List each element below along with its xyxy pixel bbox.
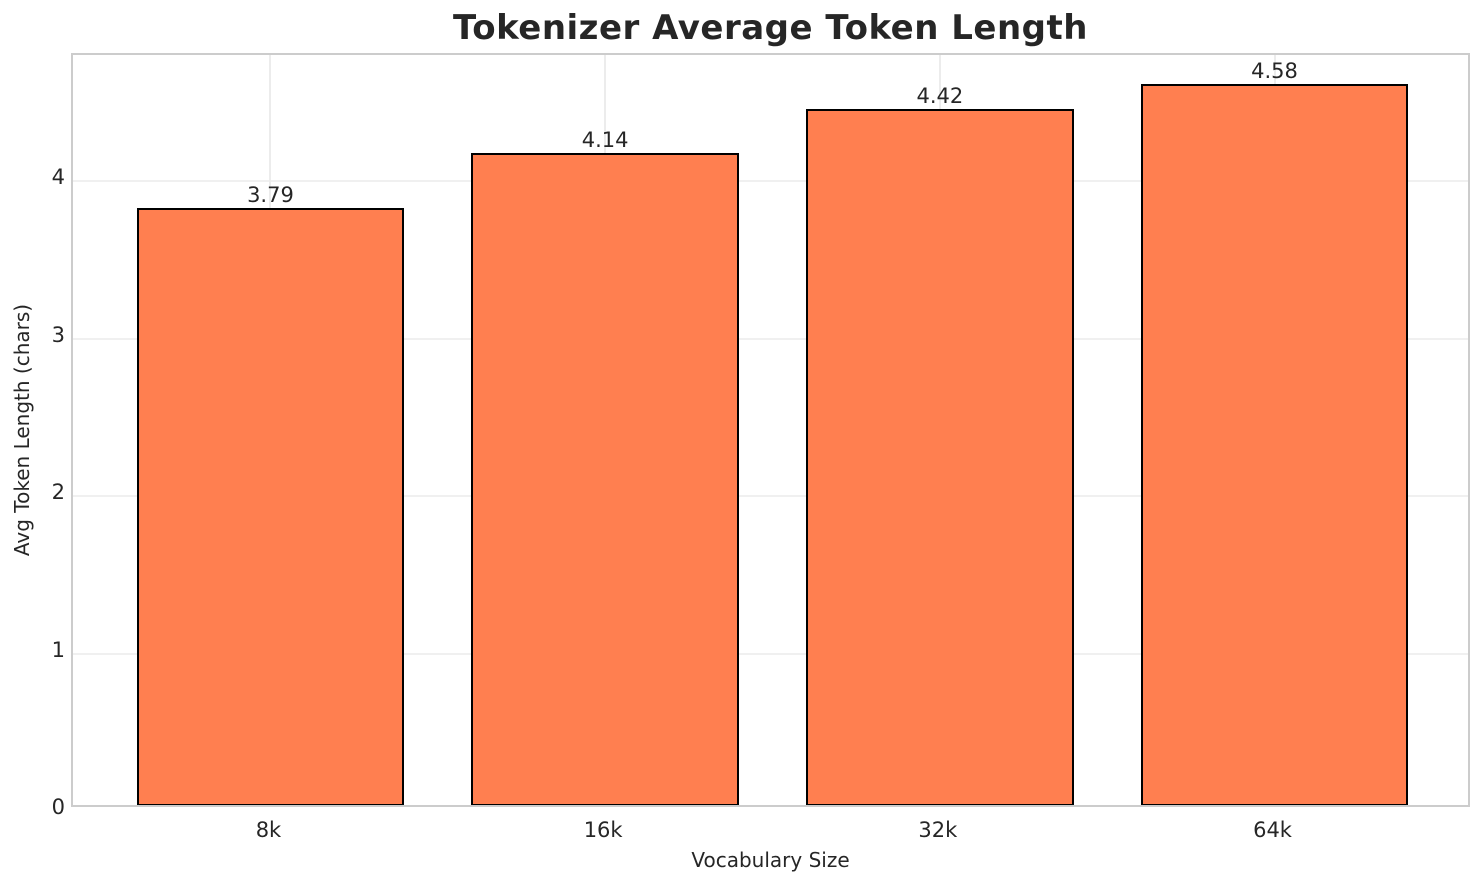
y-tick-label-4: 4: [51, 165, 65, 190]
bar-32k: [805, 109, 1074, 805]
chart-title: Tokenizer Average Token Length: [453, 8, 1088, 48]
h-gridline-4: [73, 180, 1468, 183]
bar-8k: [136, 208, 405, 805]
plot-area: 3.79 4.14 4.42 4.58: [71, 53, 1470, 807]
h-gridline-3: [73, 337, 1468, 340]
bar-value-label-64k: 4.58: [1251, 59, 1298, 84]
y-tick-label-0: 0: [51, 795, 65, 819]
h-gridline-1: [73, 652, 1468, 655]
y-tick-label-2: 2: [51, 480, 65, 505]
bar-16k: [471, 153, 740, 805]
bar-value-label-8k: 3.79: [247, 183, 294, 208]
bar-64k: [1140, 84, 1409, 805]
y-tick-label-3: 3: [51, 322, 65, 347]
y-axis-label: Avg Token Length (chars): [10, 303, 34, 557]
x-axis-label: Vocabulary Size: [691, 848, 850, 872]
x-tick-label-64k: 64k: [1253, 818, 1292, 842]
h-gridline-2: [73, 495, 1468, 498]
x-tick-label-8k: 8k: [255, 818, 282, 842]
x-tick-label-16k: 16k: [583, 818, 623, 842]
bar-value-label-32k: 4.42: [916, 84, 964, 109]
x-tick-label-32k: 32k: [918, 818, 958, 842]
y-tick-label-1: 1: [51, 637, 65, 662]
bar-value-label-16k: 4.14: [581, 128, 629, 153]
